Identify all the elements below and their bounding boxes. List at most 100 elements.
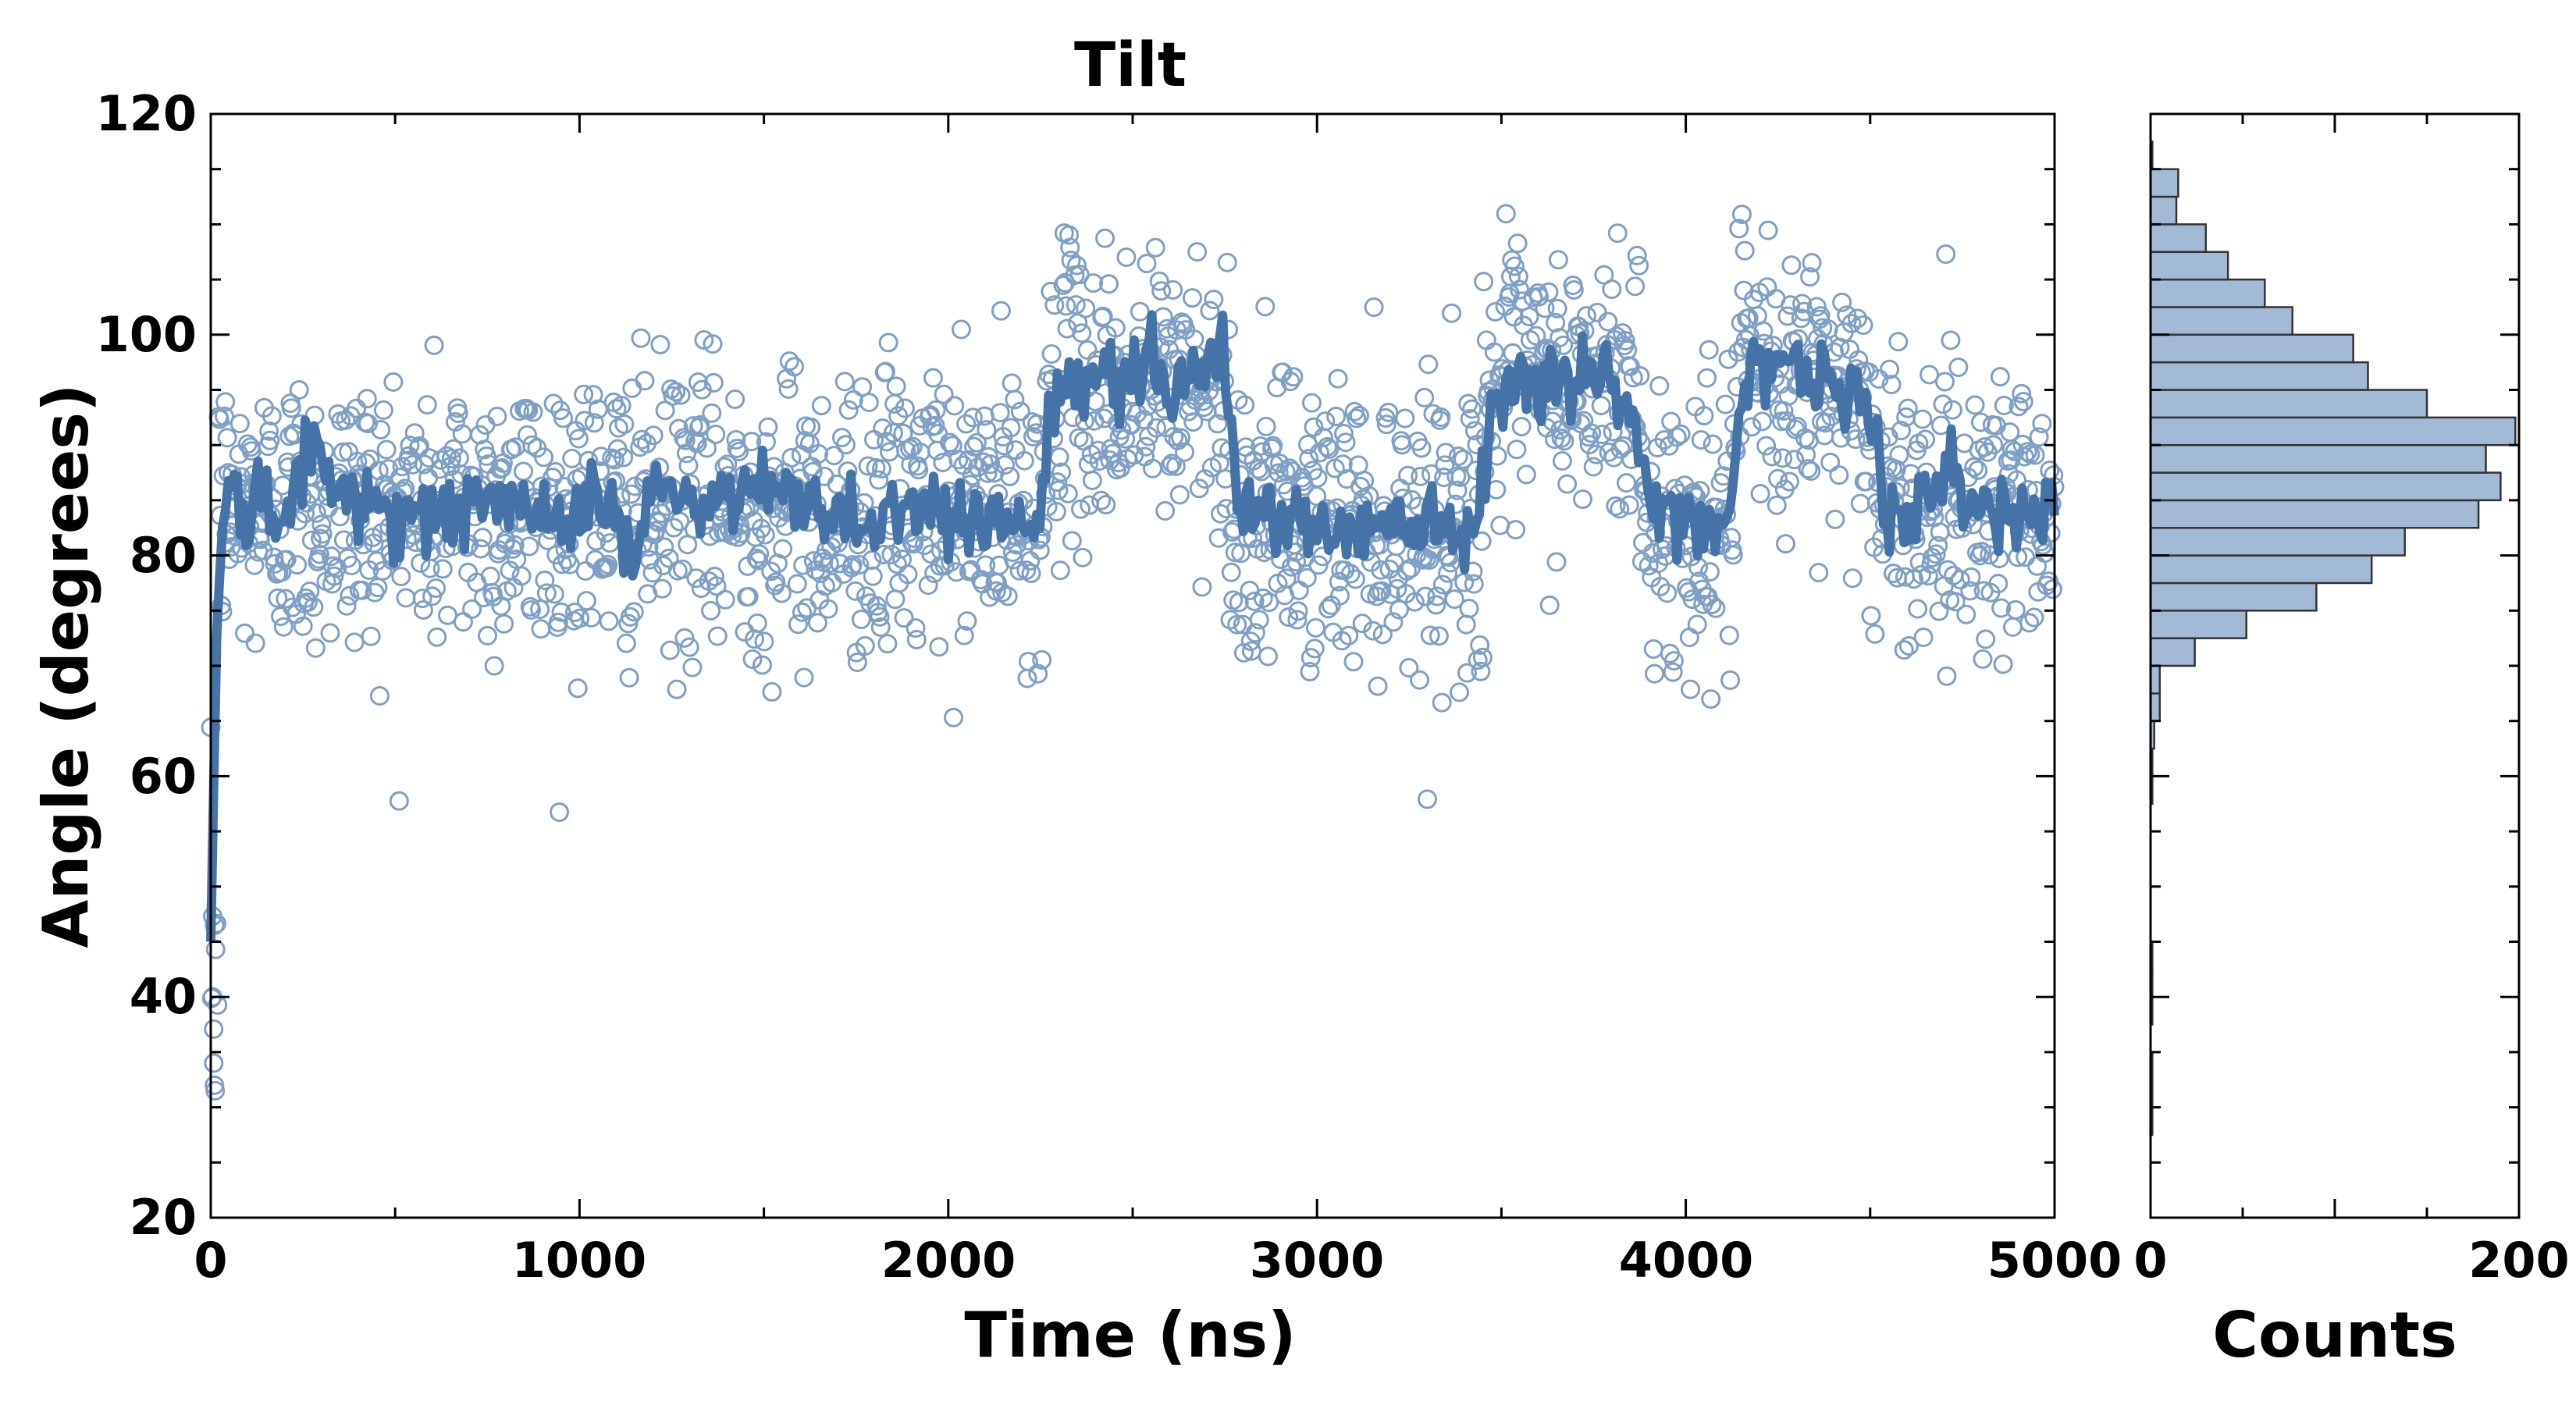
scatter-point [1339, 625, 1359, 646]
scatter-point [1663, 662, 1683, 682]
scatter-point [918, 575, 938, 596]
scatter-point [1410, 670, 1430, 690]
scatter-point [1937, 666, 1957, 686]
scatter-point [1431, 407, 1451, 428]
scatter-point [1579, 435, 1599, 455]
scatter-point [1775, 534, 1795, 554]
scatter-point [584, 413, 604, 433]
scatter-point [1802, 253, 1822, 273]
scatter-point [1936, 244, 1956, 265]
scatter-point [344, 632, 365, 653]
scatter-point [1459, 599, 1479, 619]
histogram-bar [2149, 637, 2196, 667]
scatter-point [1990, 367, 2010, 387]
scatter-point [336, 596, 357, 616]
scatter-point [1554, 431, 1574, 451]
scatter-point [643, 425, 664, 446]
scatter-point [1941, 330, 1961, 350]
scatter-point [1244, 591, 1265, 611]
scatter-point [1016, 560, 1037, 581]
scatter-point [372, 560, 393, 581]
scatter-point [1922, 548, 1942, 568]
scatter-point [1398, 465, 1418, 486]
hist-x-tick-label: 0 [2133, 1232, 2167, 1289]
scatter-point [1088, 440, 1108, 461]
y-axis-label: Angle (degrees) [30, 383, 102, 948]
scatter-point [340, 585, 360, 606]
scatter-point [678, 456, 699, 476]
scatter-point [1379, 402, 1399, 422]
scatter-point [373, 400, 393, 420]
scatter-point [842, 555, 863, 575]
chart-title: Tilt [1074, 30, 1187, 101]
scatter-point [1312, 546, 1332, 567]
scatter-point [1165, 456, 1186, 476]
scatter-point [1891, 421, 1911, 441]
scatter-point [1610, 439, 1631, 459]
scatter-point [1576, 306, 1596, 326]
scatter-point [1160, 456, 1180, 476]
scatter-point [762, 681, 782, 702]
scatter-point [1268, 463, 1289, 483]
scatter-point [1136, 436, 1156, 457]
scatter-point [881, 544, 902, 564]
scatter-point [742, 432, 762, 452]
scatter-point [576, 591, 596, 611]
scatter-point [511, 566, 532, 586]
scatter-point [1376, 414, 1397, 435]
scatter-point [504, 535, 525, 555]
scatter-point [522, 435, 543, 455]
scatter-point [1432, 574, 1453, 595]
scatter-point [1779, 471, 1799, 492]
scatter-point [1916, 429, 1936, 450]
scatter-point [432, 559, 453, 579]
scatter-point [381, 482, 401, 502]
scatter-point [1287, 610, 1308, 630]
scatter-point [1840, 340, 1860, 360]
scatter-point [1030, 540, 1050, 560]
scatter-point [690, 415, 710, 436]
scatter-point [2024, 607, 2044, 628]
scatter-point [1496, 204, 1516, 224]
scatter-point [1474, 272, 1494, 292]
scatter-point [389, 791, 409, 811]
scatter-point [293, 616, 313, 636]
scatter-point [706, 424, 726, 444]
scatter-point [1564, 279, 1584, 300]
scatter-point [324, 566, 344, 586]
scatter-point [1411, 466, 1431, 486]
scatter-point [883, 423, 903, 443]
scatter-point [361, 626, 381, 646]
scatter-point [1204, 290, 1224, 310]
scatter-point [383, 372, 404, 392]
scatter-point [411, 553, 431, 573]
scatter-point [1970, 412, 1991, 432]
scatter-point [1984, 435, 2004, 455]
scatter-point [754, 631, 774, 652]
scatter-point [1453, 449, 1474, 469]
scatter-point [1137, 254, 1157, 274]
scatter-point [1436, 443, 1456, 463]
scatter-point [1853, 315, 1873, 335]
scatter-point [1283, 461, 1303, 482]
y-tick-label: 80 [130, 527, 197, 584]
scatter-point [1279, 458, 1300, 478]
scatter-point [843, 389, 863, 410]
scatter-point [1592, 425, 1612, 445]
scatter-point [536, 583, 557, 603]
scatter-point [562, 448, 582, 468]
scatter-point [1245, 623, 1265, 643]
scatter-point [1404, 592, 1425, 612]
scatter-point [1448, 446, 1468, 466]
scatter-point [1973, 649, 1993, 669]
scatter-point [575, 561, 596, 582]
scatter-point [726, 430, 746, 450]
scatter-point [717, 454, 738, 475]
scatter-point [755, 525, 775, 545]
scatter-point [530, 599, 550, 620]
scatter-point [906, 629, 927, 649]
scatter-point [1752, 411, 1773, 432]
scatter-point [793, 555, 813, 575]
scatter-point [1319, 439, 1340, 459]
scatter-point [1062, 531, 1082, 551]
